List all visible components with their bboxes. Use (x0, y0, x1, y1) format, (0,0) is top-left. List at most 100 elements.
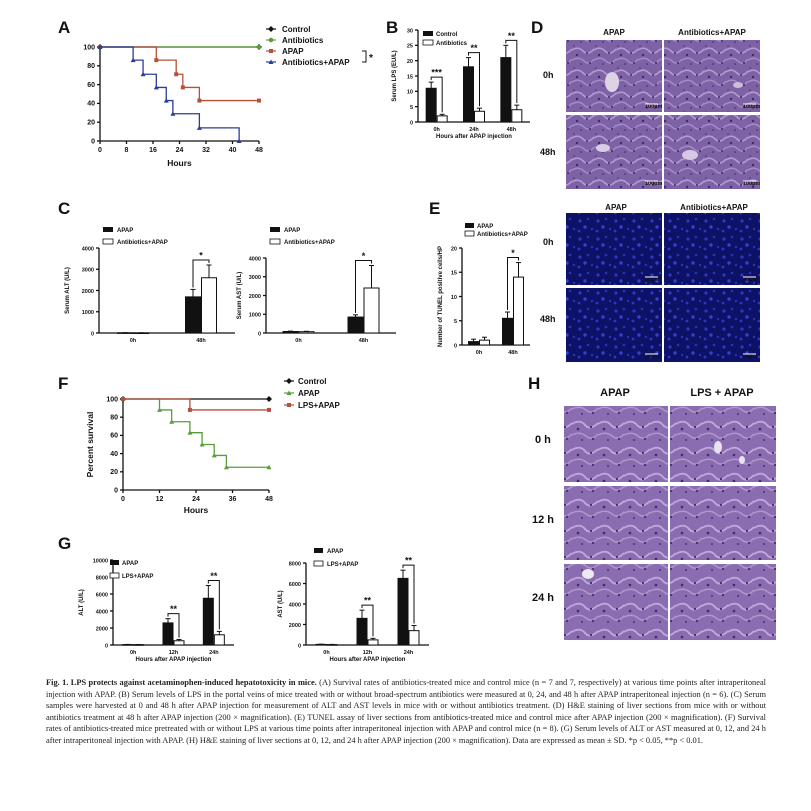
bar-antibiotics-apap (513, 276, 524, 346)
data-point (140, 71, 146, 77)
significance-label: *** (431, 68, 442, 78)
data-point (199, 442, 205, 447)
data-point (154, 58, 159, 63)
x-axis-label: Hours (184, 505, 209, 515)
bar-apap (202, 597, 214, 646)
he-image-apap-0h (564, 406, 668, 482)
panel-f-plot: 0 20 40 60 80 100 Percent survival Hours 0 12 24 36… (85, 396, 273, 515)
legend-antibiotics-apap-marker (268, 59, 274, 64)
panel-c-alt-plot: 0 1000 2000 3000 4000 Serum ALT (U/L) 0h 48h * (65, 246, 235, 344)
legend-label-control: Control (282, 25, 310, 34)
y-tick-label: 4000 (249, 256, 261, 262)
bar-apap (468, 341, 479, 346)
y-tick-label: 25 (407, 44, 413, 50)
panel-e-legend: APAP Antibiotics+APAP (464, 223, 528, 238)
he-image-lps-apap-0h (670, 406, 776, 482)
data-point (266, 396, 272, 402)
bar-antibiotics-apap (363, 287, 380, 334)
panel-c-ast-plot: 0 1000 2000 3000 4000 Serum AST (U/L) 0h 48h * (237, 251, 396, 344)
y-tick-label: 2000 (96, 626, 108, 632)
x-axis-label: Hours after APAP injection (136, 657, 212, 663)
data-point (211, 452, 217, 458)
panel-g-ast-plot: 0 2000 4000 6000 8000 AST (U/L) Hours after AP… (278, 556, 429, 663)
data-point (236, 138, 242, 143)
x-tick-label: 36 (229, 496, 237, 503)
data-point (197, 98, 202, 103)
significance-bracket (430, 76, 443, 113)
bar-antibiotics (436, 115, 448, 123)
x-tick-label: 12h (363, 650, 373, 656)
significance-label: * (362, 251, 366, 261)
panel-b-plot: 0 5 10 15 20 25 30 Serum LPS (EU/L) Hours after … (392, 28, 530, 140)
panel-letter-d: D (531, 18, 543, 37)
panel-letter-e: E (429, 199, 440, 218)
x-tick-label: 48h (508, 350, 518, 356)
significance-label: ** (508, 31, 516, 41)
data-point (170, 111, 176, 116)
bar-control (500, 57, 512, 123)
significance-bracket (167, 613, 180, 638)
significance-label: ** (470, 43, 478, 53)
panel-h-col-apap: APAP (600, 387, 630, 399)
data-point (187, 430, 193, 435)
he-image-antibiotics-apap-48h (664, 115, 760, 189)
panel-g-alt-plot: 0 2000 4000 6000 8000 10000 ALT (U/L) Hours aft… (79, 558, 234, 663)
x-tick-label: 0h (295, 338, 302, 344)
data-point (97, 44, 103, 49)
data-point (174, 72, 179, 77)
legend-label-lps-apap: LPS+APAP (298, 401, 341, 410)
panel-g-alt-ast-charts: 0 2000 4000 6000 8000 10000 ALT (U/L) Hours aft… (79, 548, 429, 663)
data-point (196, 125, 202, 130)
y-tick-label: 10000 (93, 558, 108, 564)
panel-letter-c: C (58, 199, 70, 218)
panel-c-alt-ast-charts: 0 1000 2000 3000 4000 Serum ALT (U/L) 0h 48h * 0… (65, 227, 396, 344)
he-image-lps-apap-24h (670, 564, 776, 640)
panel-f-survival-chart: 0 20 40 60 80 100 Percent survival Hours 0 12 24 36… (85, 377, 341, 515)
y-tick-label: 6000 (289, 582, 301, 588)
panel-h-row-12h: 12 h (532, 514, 554, 526)
y-tick-label: 3000 (249, 275, 261, 281)
legend-label-apap: APAP (298, 389, 320, 398)
y-tick-label: 60 (110, 433, 118, 440)
series-line-apap (123, 398, 269, 468)
x-axis-label: Hours after APAP injection (436, 134, 512, 140)
y-tick-label: 100 (106, 396, 118, 403)
legend-label-antibiotics: Antibiotics (282, 36, 324, 45)
y-tick-label: 100 (83, 44, 95, 51)
scale-bar-label: 100μm (743, 181, 761, 187)
panel-d-col-antibiotics-apap: Antibiotics+APAP (678, 28, 746, 37)
y-axis-label: ALT (U/L) (79, 589, 85, 616)
panel-letter-g: G (58, 534, 71, 553)
y-axis-label: Number of TUNEL positive cells/HP (438, 246, 444, 347)
series-line-apap (100, 46, 259, 102)
x-axis-label: Hours (167, 158, 192, 168)
data-point (187, 407, 192, 412)
panel-d-he-images: APAP Antibiotics+APAP 0h 48h 100μm 100μm… (540, 28, 761, 189)
x-tick-label: 0 (98, 147, 102, 154)
figure-caption: Fig. 1. LPS protects against acetaminoph… (46, 677, 766, 747)
x-tick-label: 24h (404, 650, 414, 656)
tunel-image-antibiotics-apap-48h (664, 288, 760, 362)
x-tick-label: 0h (476, 350, 483, 356)
legend-label-apap: APAP (284, 228, 300, 234)
panel-b-legend: Control Antibiotics (422, 31, 468, 47)
y-tick-label: 2000 (289, 623, 301, 629)
x-tick-label: 12 (156, 496, 164, 503)
legend-label-apap: APAP (327, 549, 343, 555)
tunel-image-antibiotics-apap-0h (664, 213, 760, 285)
x-axis-label: Hours after APAP injection (330, 657, 406, 663)
y-tick-label: 0 (454, 343, 457, 349)
y-tick-label: 15 (451, 271, 457, 277)
he-image-antibiotics-apap-0h (664, 40, 760, 112)
bar-lps-apap (213, 634, 225, 646)
y-tick-label: 4000 (289, 602, 301, 608)
significance-label: ** (405, 556, 413, 566)
x-tick-label: 24h (209, 650, 219, 656)
scale-bar-label: 100μm (645, 104, 663, 110)
x-tick-label: 0h (130, 650, 137, 656)
x-tick-label: 0h (130, 338, 137, 344)
panel-e-row-48h: 48h (540, 314, 556, 324)
panel-letter-a: A (58, 18, 70, 37)
data-point (121, 397, 125, 401)
legend-label-antibiotics: Antibiotics (436, 41, 468, 47)
